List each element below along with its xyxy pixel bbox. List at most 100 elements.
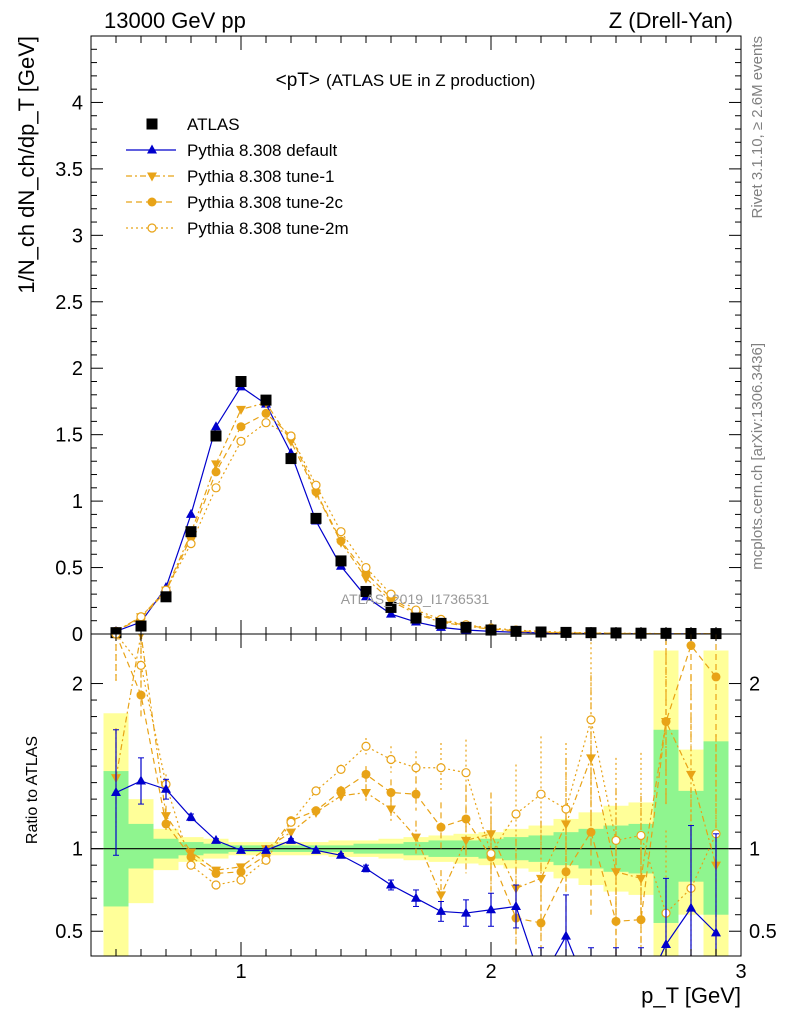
ratio-point — [136, 660, 146, 670]
ratio-y-tick-label-right: 0.5 — [749, 921, 777, 943]
data-point — [485, 624, 497, 636]
ratio-point — [386, 879, 396, 889]
ratio-point — [361, 769, 371, 779]
ratio-point — [711, 672, 721, 682]
data-point — [310, 512, 322, 524]
ratio-point — [361, 862, 371, 872]
ratio-point — [686, 902, 696, 912]
data-point — [510, 625, 522, 637]
ratio-point — [561, 804, 571, 814]
ratio-y-tick-label-right: 1 — [749, 839, 760, 861]
ratio-point — [661, 938, 671, 948]
y-axis-title: 1/N_ch dN_ch/dp_T [GeV] — [14, 36, 39, 294]
ratio-point — [686, 641, 696, 651]
data-point — [360, 585, 372, 597]
legend: ATLAS Pythia 8.308 default Pythia 8.308 tu… — [126, 115, 349, 238]
ratio-plot-area — [91, 634, 741, 956]
ratio-point — [336, 764, 346, 775]
ratio-point — [386, 805, 396, 815]
ratio-point — [511, 809, 521, 819]
data-point — [410, 612, 422, 624]
legend-label: Pythia 8.308 default — [187, 141, 338, 160]
data-point — [260, 394, 272, 406]
data-point — [685, 627, 697, 639]
legend-marker — [146, 118, 158, 130]
ratio-point — [236, 875, 246, 885]
data-point — [635, 627, 647, 639]
ratio-point — [361, 741, 371, 751]
ratio-point — [686, 770, 696, 780]
legend-label: Pythia 8.308 tune-1 — [187, 167, 334, 186]
ratio-point — [511, 900, 521, 910]
ratio-point — [436, 763, 446, 773]
x-tick-label: 2 — [485, 961, 496, 983]
ratio-point — [186, 860, 196, 870]
legend-item: Pythia 8.308 tune-2m — [126, 219, 349, 238]
data-point — [261, 408, 271, 418]
data-point — [186, 539, 196, 549]
ratio-point — [661, 717, 671, 727]
data-point — [361, 562, 371, 573]
ratio-point — [136, 690, 146, 700]
legend-label: ATLAS — [187, 115, 240, 134]
ratio-y-tick-label: 2 — [72, 674, 83, 696]
ratio-point — [636, 915, 646, 925]
legend-item: Pythia 8.308 tune-1 — [126, 167, 334, 186]
data-point — [336, 536, 346, 546]
ratio-point — [461, 768, 471, 778]
data-point — [211, 467, 221, 477]
ratio-point — [561, 867, 571, 877]
ratio-point — [436, 891, 446, 901]
data-point — [435, 617, 447, 629]
y-tick-label: 4 — [72, 92, 83, 114]
data-point — [286, 431, 296, 441]
ratio-point — [411, 789, 421, 799]
data-point — [610, 627, 622, 639]
data-point — [211, 460, 221, 470]
data-point — [185, 526, 197, 538]
ratio-point — [486, 849, 496, 859]
ratio-point — [436, 822, 446, 832]
ratio-point — [411, 892, 421, 902]
series-atlas — [110, 376, 722, 640]
ratio-point — [386, 788, 396, 798]
ratio-point — [186, 852, 196, 862]
ratio-point — [261, 844, 271, 854]
ratio-point — [586, 827, 596, 837]
ratio-point — [436, 905, 446, 915]
data-point — [236, 436, 246, 446]
ratio-point — [386, 754, 396, 765]
legend-label: Pythia 8.308 tune-2m — [187, 219, 349, 238]
data-point — [236, 422, 246, 432]
ratio-point — [336, 786, 346, 796]
ratio-point — [411, 763, 421, 773]
ratio-point — [411, 833, 421, 843]
data-point — [460, 621, 472, 633]
data-point — [210, 430, 222, 442]
ratio-point — [286, 828, 296, 838]
header-left: 13000 GeV pp — [104, 8, 246, 33]
y-tick-label: 3 — [72, 225, 83, 247]
ratio-point — [486, 830, 496, 840]
header-right: Z (Drell-Yan) — [609, 8, 733, 33]
y-tick-label: 1 — [72, 491, 83, 513]
data-point — [160, 591, 172, 603]
ratio-point — [211, 880, 221, 890]
data-point — [211, 421, 221, 431]
ratio-point — [461, 814, 471, 824]
ratio-point — [486, 904, 496, 914]
legend-marker — [147, 172, 157, 182]
y-tick-label: 3.5 — [55, 159, 83, 181]
ratio-point — [361, 789, 371, 799]
analysis-watermark: ATLAS_2019_I1736531 — [341, 591, 490, 607]
data-point — [261, 418, 271, 428]
x-tick-label: 3 — [735, 961, 746, 983]
data-point — [585, 627, 597, 639]
data-point — [236, 405, 246, 415]
rivet-label: Rivet 3.1.10, ≥ 2.6M events — [749, 36, 766, 219]
ratio-point — [111, 787, 121, 797]
ratio-point — [161, 819, 171, 829]
data-point — [385, 601, 397, 613]
main-panel: 0 0.5 1 1.5 2 2.5 3 3.5 4 — [55, 35, 742, 646]
